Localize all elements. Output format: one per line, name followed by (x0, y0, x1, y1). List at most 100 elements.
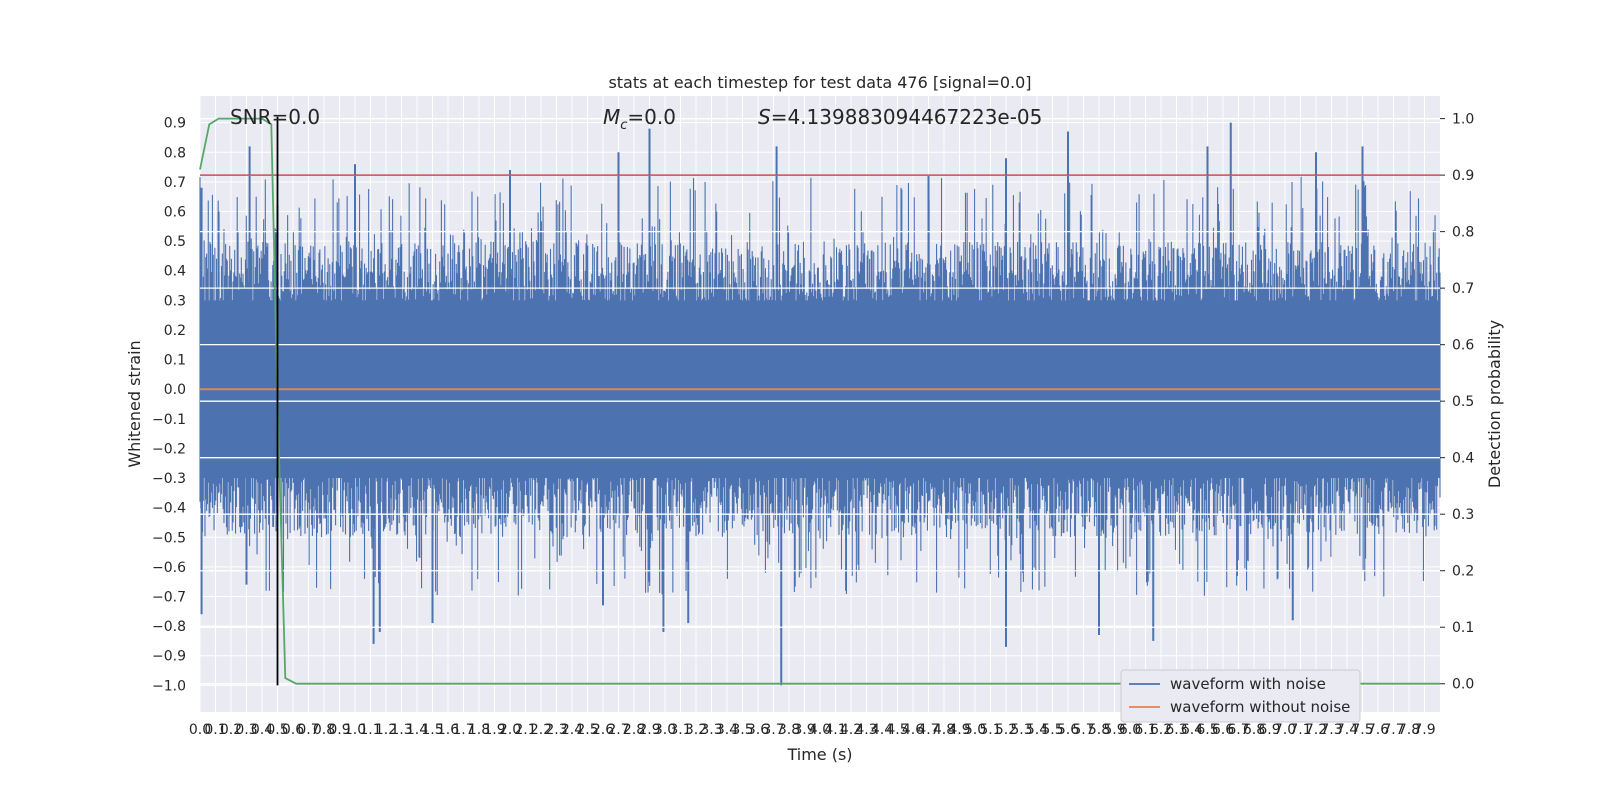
y-tick-label: −1.0 (152, 678, 186, 694)
x-tick-label: 5.0 (964, 722, 986, 738)
x-tick-label: 7.1 (1289, 722, 1311, 738)
mc-annotation: Mc=0.0 (603, 105, 676, 133)
x-tick-label: 4.6 (902, 722, 924, 738)
x-tick-label: 7.9 (1413, 722, 1435, 738)
legend-box (1120, 669, 1361, 723)
x-tick-label: 2.8 (623, 722, 645, 738)
x-tick-label: 3.4 (716, 722, 738, 738)
x-tick-label: 1.7 (452, 722, 474, 738)
y2-tick-label: 0.2 (1452, 564, 1474, 580)
x-tick-label: 2.1 (514, 722, 536, 738)
x-tick-label: 4.7 (917, 722, 939, 738)
y-tick-label: 0.1 (164, 353, 186, 369)
y2-tick-label: 0.6 (1452, 338, 1474, 354)
x-tick-label: 2.3 (545, 722, 567, 738)
x-tick-label: 1.3 (390, 722, 412, 738)
x-tick-label: 0.4 (251, 722, 273, 738)
x-tick-label: 1.4 (406, 722, 428, 738)
y-tick-label: −0.1 (152, 412, 186, 428)
x-tick-label: 2.7 (607, 722, 629, 738)
x-tick-label: 0.2 (220, 722, 242, 738)
s-value: =4.139883094467223e-05 (771, 105, 1043, 129)
x-tick-label: 5.8 (1088, 722, 1110, 738)
x-tick-label: 7.0 (1274, 722, 1296, 738)
x-tick-label: 5.1 (979, 722, 1001, 738)
x-tick-label: 2.2 (530, 722, 552, 738)
mc-value: =0.0 (627, 105, 676, 129)
x-tick-label: 7.8 (1398, 722, 1420, 738)
x-tick-label: 7.4 (1336, 722, 1358, 738)
x-axis-ticks: 0.00.10.20.30.40.50.60.70.80.91.01.11.21… (189, 722, 1436, 738)
y-tick-label: 0.6 (164, 205, 186, 221)
legend-label-clean: waveform without noise (1170, 698, 1350, 716)
x-tick-label: 6.8 (1243, 722, 1265, 738)
x-tick-label: 4.8 (933, 722, 955, 738)
mc-symbol: M (603, 105, 620, 129)
y2-tick-label: 1.0 (1452, 112, 1474, 128)
x-tick-label: 2.6 (592, 722, 614, 738)
x-tick-label: 6.7 (1227, 722, 1249, 738)
x-tick-label: 0.6 (282, 722, 304, 738)
legend: waveform with noise waveform without noi… (1120, 669, 1361, 723)
x-tick-label: 5.9 (1103, 722, 1125, 738)
x-tick-label: 1.5 (421, 722, 443, 738)
y-tick-label: 0.2 (164, 323, 186, 339)
x-tick-label: 0.0 (189, 722, 211, 738)
x-tick-label: 2.0 (499, 722, 521, 738)
y-tick-label: −0.3 (152, 471, 186, 487)
x-tick-label: 7.3 (1320, 722, 1342, 738)
mc-subscript: c (620, 118, 627, 133)
x-tick-label: 2.4 (561, 722, 583, 738)
x-tick-label: 4.2 (840, 722, 862, 738)
x-tick-label: 3.5 (731, 722, 753, 738)
x-tick-label: 3.2 (685, 722, 707, 738)
y2-tick-label: 0.8 (1452, 225, 1474, 241)
x-tick-label: 6.6 (1212, 722, 1234, 738)
y-tick-label: 0.3 (164, 293, 186, 309)
chart-title: stats at each timestep for test data 476… (608, 73, 1031, 92)
overlay-lines (199, 116, 1440, 686)
x-tick-label: 1.1 (359, 722, 381, 738)
x-tick-label: 5.6 (1057, 722, 1079, 738)
x-tick-label: 3.9 (793, 722, 815, 738)
x-tick-label: 1.6 (437, 722, 459, 738)
detection-probability-line (199, 117, 1440, 685)
x-tick-label: 7.5 (1351, 722, 1373, 738)
y-tick-label: −0.8 (152, 619, 186, 635)
x-tick-label: 4.4 (871, 722, 893, 738)
y2-tick-label: 0.7 (1452, 281, 1474, 297)
x-tick-label: 6.3 (1165, 722, 1187, 738)
x-tick-label: 3.1 (669, 722, 691, 738)
y-tick-label: 0.8 (164, 145, 186, 161)
x-tick-label: 0.5 (266, 722, 288, 738)
x-tick-label: 6.4 (1181, 722, 1203, 738)
x-tick-label: 4.5 (886, 722, 908, 738)
x-tick-label: 7.7 (1382, 722, 1404, 738)
x-tick-label: 3.7 (762, 722, 784, 738)
x-tick-label: 4.9 (948, 722, 970, 738)
y-tick-label: 0.7 (164, 175, 186, 191)
x-tick-label: 6.2 (1150, 722, 1172, 738)
y2-tick-label: 0.4 (1452, 451, 1474, 467)
x-tick-label: 6.1 (1134, 722, 1156, 738)
strain-annotation: S=4.139883094467223e-05 (758, 105, 1042, 129)
y2-tick-label: 0.9 (1452, 168, 1474, 184)
x-tick-label: 3.3 (700, 722, 722, 738)
x-tick-label: 0.7 (297, 722, 319, 738)
y-tick-label: −0.2 (152, 441, 186, 457)
x-tick-label: 5.7 (1072, 722, 1094, 738)
y2-tick-label: 0.5 (1452, 394, 1474, 410)
x-tick-label: 6.9 (1258, 722, 1280, 738)
y-tick-label: 0.5 (164, 234, 186, 250)
x-tick-label: 3.8 (778, 722, 800, 738)
y2-axis-label: Detection probability (1485, 320, 1504, 488)
x-tick-label: 3.6 (747, 722, 769, 738)
x-tick-label: 1.0 (344, 722, 366, 738)
y-tick-label: −0.5 (152, 530, 186, 546)
x-tick-label: 0.1 (204, 722, 226, 738)
snr-annotation: SNR=0.0 (230, 105, 320, 129)
x-tick-label: 2.5 (576, 722, 598, 738)
annotations: SNR=0.0 Mc=0.0 S=4.139883094467223e-05 (230, 105, 1042, 133)
x-tick-label: 0.3 (235, 722, 257, 738)
